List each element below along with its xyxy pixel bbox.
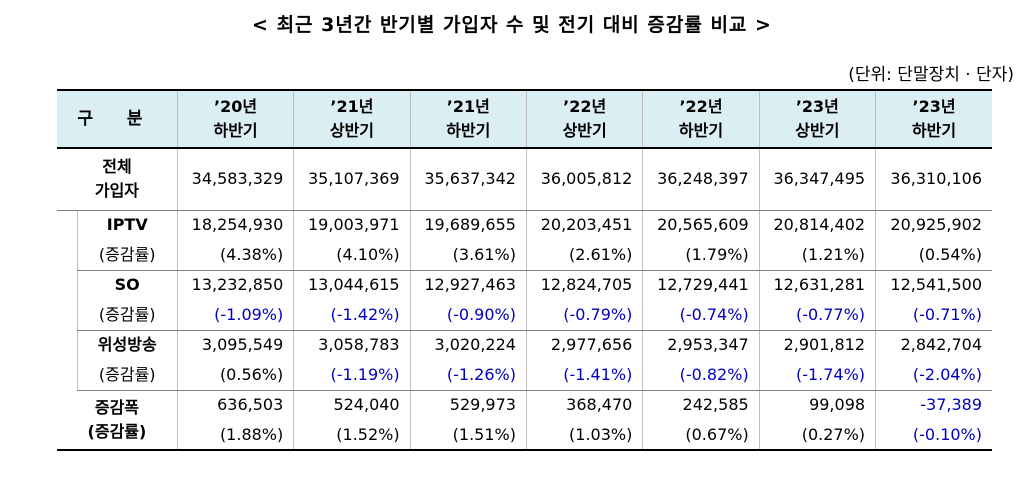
table-cell: 36,005,812 — [525, 148, 643, 211]
table-row-change-rate: (1.88%) (1.52%) (1.51%) (1.03%) (0.67%) … — [57, 420, 992, 451]
table-cell: 636,503 — [176, 390, 294, 420]
table-cell: 36,347,495 — [758, 148, 876, 211]
table-cell: (-1.41%) — [525, 360, 643, 391]
table-cell: 18,254,930 — [176, 210, 294, 240]
header-period: ’21년 하반기 — [409, 89, 527, 149]
table-body: 전체 가입자 34,583,329 35,107,369 35,637,342 3… — [57, 148, 992, 211]
table-cell: (-0.90%) — [409, 300, 527, 331]
table-cell: 524,040 — [293, 390, 411, 420]
row-label-rate: (증감률) — [76, 240, 178, 271]
table-cell: (-1.26%) — [409, 360, 527, 391]
table-cell: 20,814,402 — [758, 210, 876, 240]
table-row-group-rate: (증감률) (4.38%) (4.10%) (3.61%) (2.61%) (1.79%)… — [57, 240, 992, 271]
table-cell: (0.67%) — [642, 420, 760, 451]
table-cell: 242,585 — [642, 390, 760, 420]
row-label-group: SO — [76, 270, 178, 300]
table-cell: 2,842,704 — [875, 330, 992, 360]
table-cell: (-2.04%) — [875, 360, 992, 391]
table-cell: 3,095,549 — [176, 330, 294, 360]
table-cell: 13,232,850 — [176, 270, 294, 300]
header-period: ’23년 하반기 — [875, 89, 992, 149]
table-cell: 12,824,705 — [525, 270, 643, 300]
table-cell: 3,020,224 — [409, 330, 527, 360]
table-row-group-rate: (증감률) (-1.09%) (-1.42%) (-0.90%) (-0.79%) (-0… — [57, 300, 992, 331]
table-title: < 최근 3년간 반기별 가입자 수 및 전기 대비 증감률 비교 > — [252, 14, 772, 36]
table-cell: (3.61%) — [409, 240, 527, 271]
table-cell: 12,541,500 — [875, 270, 992, 300]
table-cell: 2,901,812 — [758, 330, 876, 360]
table-cell: 12,729,441 — [642, 270, 760, 300]
row-label-change: 증감폭 (증감률) — [57, 390, 178, 451]
table-cell: 19,003,971 — [293, 210, 411, 240]
table-cell: (-1.19%) — [293, 360, 411, 391]
table-cell: 35,107,369 — [293, 148, 411, 211]
table-cell: (-0.77%) — [758, 300, 876, 331]
table-cell: 20,565,609 — [642, 210, 760, 240]
table-cell: (-1.42%) — [293, 300, 411, 331]
table-cell: 2,953,347 — [642, 330, 760, 360]
table-row-change: 증감폭 (증감률) 636,503 524,040 529,973 368,470… — [57, 390, 992, 451]
table-cell: (-0.71%) — [875, 300, 992, 331]
row-label-total: 전체 가입자 — [57, 148, 178, 211]
row-label-rate: (증감률) — [76, 300, 178, 331]
table-row-group-rate: (증감률) (0.56%) (-1.19%) (-1.26%) (-1.41%) (-0.… — [57, 360, 992, 391]
table-cell: 529,973 — [409, 390, 527, 420]
table-cell: (-0.10%) — [875, 420, 992, 451]
indent-spacer — [57, 210, 77, 390]
table-cell: (1.79%) — [642, 240, 760, 271]
table-cell: (1.51%) — [409, 420, 527, 451]
row-label-group: 위성방송 — [76, 330, 178, 360]
table-cell: 36,310,106 — [875, 148, 992, 211]
table-cell: (-1.74%) — [758, 360, 876, 391]
table-cell: 12,631,281 — [758, 270, 876, 300]
table-footer: 증감폭 (증감률) 636,503 524,040 529,973 368,470… — [57, 390, 992, 451]
table-row-group: SO 13,232,850 13,044,615 12,927,463 12,824,7… — [57, 270, 992, 300]
table-cell: (1.88%) — [176, 420, 294, 451]
table-row-total: 전체 가입자 34,583,329 35,107,369 35,637,342 3… — [57, 148, 992, 211]
table-cell: 3,058,783 — [293, 330, 411, 360]
unit-note: (단위: 단말장치 · 단자) — [848, 65, 1014, 85]
table-cell: (4.10%) — [293, 240, 411, 271]
table-cell: (0.54%) — [875, 240, 992, 271]
table-cell: 19,689,655 — [409, 210, 527, 240]
table-cell: (0.56%) — [176, 360, 294, 391]
table-cell: 35,637,342 — [409, 148, 527, 211]
table-cell: (1.03%) — [525, 420, 643, 451]
table-cell: 36,248,397 — [642, 148, 760, 211]
table-cell: (1.21%) — [758, 240, 876, 271]
table-cell: (-0.74%) — [642, 300, 760, 331]
row-label-rate: (증감률) — [76, 360, 178, 391]
table-cell: 368,470 — [525, 390, 643, 420]
subscriber-table: 구 분 ’20년 하반기 ’21년 상반기 ’21년 하반기 ’22년 상반기 ’22년… — [57, 89, 992, 451]
table-cell: (1.52%) — [293, 420, 411, 451]
table-cell: 13,044,615 — [293, 270, 411, 300]
table-cell: 20,925,902 — [875, 210, 992, 240]
table-groups: IPTV 18,254,930 19,003,971 19,689,655 20,203… — [57, 210, 992, 391]
table-row-group: IPTV 18,254,930 19,003,971 19,689,655 20,203… — [57, 210, 992, 240]
table-cell: (-0.79%) — [525, 300, 643, 331]
table-cell: -37,389 — [875, 390, 992, 420]
table-cell: 34,583,329 — [176, 148, 294, 211]
table-cell: (-0.82%) — [642, 360, 760, 391]
header-label: 구 분 — [57, 89, 178, 149]
table-cell: (0.27%) — [758, 420, 876, 451]
header-period: ’22년 하반기 — [642, 89, 760, 149]
table-cell: 2,977,656 — [525, 330, 643, 360]
table-row-group: 위성방송 3,095,549 3,058,783 3,020,224 2,977,656… — [57, 330, 992, 360]
header-period: ’23년 상반기 — [758, 89, 876, 149]
header-period: ’20년 하반기 — [176, 89, 294, 149]
table-cell: (-1.09%) — [176, 300, 294, 331]
row-label-group: IPTV — [76, 210, 178, 240]
table-cell: 20,203,451 — [525, 210, 643, 240]
table-cell: 12,927,463 — [409, 270, 527, 300]
header-period: ’21년 상반기 — [293, 89, 411, 149]
table-cell: 99,098 — [758, 390, 876, 420]
header-period: ’22년 상반기 — [525, 89, 643, 149]
table-cell: (2.61%) — [525, 240, 643, 271]
table-cell: (4.38%) — [176, 240, 294, 271]
